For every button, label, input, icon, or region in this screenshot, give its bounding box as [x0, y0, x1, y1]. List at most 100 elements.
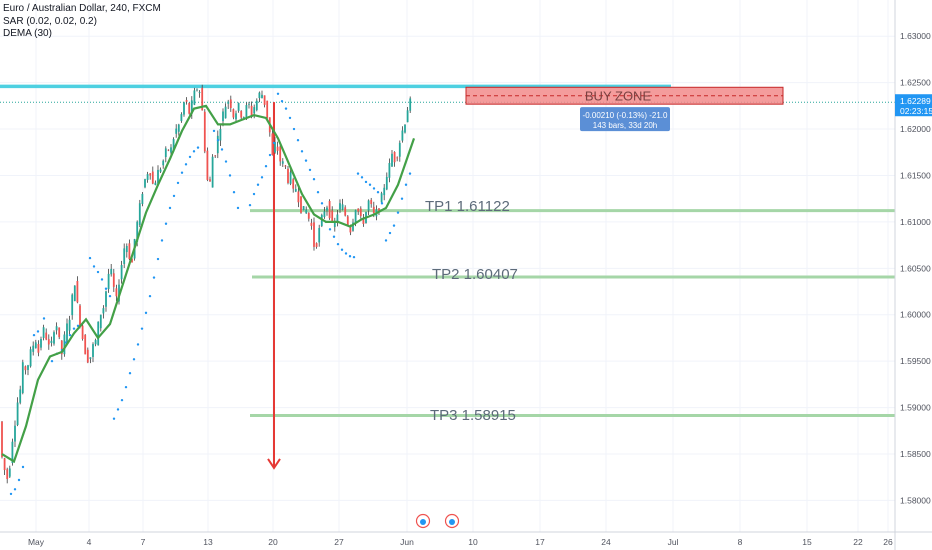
sar-dot [344, 252, 348, 255]
sar-dot [248, 203, 252, 207]
sar-dot [184, 163, 188, 166]
sar-series [9, 92, 412, 496]
candle-body [237, 102, 240, 111]
sar-dot [404, 183, 408, 186]
candle-body [201, 87, 204, 111]
candle-body [385, 176, 388, 190]
candle-body [333, 220, 336, 228]
time-tick-label: 7 [141, 537, 146, 547]
arrow-head [267, 458, 281, 470]
candle-body [253, 107, 256, 114]
sar-dot [128, 372, 132, 375]
sar-dot [304, 159, 308, 162]
sar-dot [164, 222, 168, 225]
time-tick-label: 4 [87, 537, 92, 547]
candle-body [349, 226, 352, 233]
sar-dot [352, 255, 356, 259]
sar-dot [396, 211, 400, 214]
candle-body [313, 222, 315, 247]
candle-body [279, 146, 282, 162]
candle-body [60, 340, 63, 355]
candle-body [162, 160, 165, 166]
legend-dema[interactable]: DEMA (30) [3, 28, 52, 39]
candle-body [328, 201, 331, 219]
time-tick-label: 17 [535, 537, 545, 547]
price-tick-label: 1.59000 [900, 403, 931, 413]
candle-body [222, 111, 224, 122]
candle-body [383, 187, 386, 196]
candle-body [97, 321, 100, 346]
sar-dot [120, 398, 124, 402]
candle-body [378, 208, 380, 212]
sar-dot [384, 239, 388, 242]
candle-body [346, 216, 349, 226]
sar-dot [260, 176, 264, 179]
candle-body [294, 189, 297, 192]
last-price-tag-bg [895, 94, 932, 117]
sar-dot [116, 408, 120, 411]
candle-body [73, 285, 76, 302]
candle-body [261, 94, 263, 99]
sar-dot [268, 153, 272, 157]
candle-body [344, 207, 347, 216]
candle-body [242, 117, 245, 118]
time-tick-label: Jun [400, 537, 414, 547]
candle-body [326, 207, 328, 211]
candle-body [274, 142, 276, 153]
price-axis[interactable]: 1.63000 1.62500 1.62000 1.61500 1.61000 1.605… [894, 0, 932, 550]
candle-body [318, 228, 321, 243]
candle-body [170, 147, 172, 153]
candle-body [276, 146, 279, 151]
dema-line [1, 104, 416, 464]
candle-body [32, 345, 35, 352]
sar-dot [380, 202, 384, 205]
candle-body [86, 349, 89, 363]
candle-body [224, 106, 227, 119]
candle-body [42, 327, 45, 338]
candle-body [206, 150, 209, 180]
candle-body [76, 280, 79, 303]
sar-dot [348, 255, 352, 258]
candle-body [37, 344, 40, 353]
candle-body [287, 168, 289, 183]
chart-legend: Euro / Australian Dollar, 240, FXCM SAR … [3, 3, 161, 41]
candle-body [196, 89, 198, 91]
time-tick-label: 26 [883, 537, 893, 547]
candle-body [258, 92, 261, 99]
sar-dot [256, 183, 260, 186]
sar-dot [92, 265, 96, 268]
legend-sar[interactable]: SAR (0.02, 0.02, 0.2) [3, 15, 97, 27]
candle-body [8, 468, 11, 477]
price-tick-label: 1.59500 [900, 356, 931, 366]
legend-symbol[interactable]: Euro / Australian Dollar, 240, FXCM [3, 3, 161, 14]
candle-body [185, 100, 188, 102]
candle-body [6, 469, 9, 479]
candle-body [216, 135, 219, 154]
candle-body [131, 258, 133, 263]
sar-dot [72, 327, 76, 330]
candle-body [138, 203, 141, 225]
candle-body [107, 273, 110, 290]
candle-body [115, 288, 118, 297]
sar-dot [328, 228, 332, 231]
candle-body [172, 139, 175, 152]
candle-body [11, 441, 14, 463]
time-axis[interactable]: May 4 7 13 20 27 Jun 10 17 24 Jul 8 15 22 26 [0, 531, 932, 547]
sar-dot [264, 164, 268, 168]
candle-body [292, 179, 295, 189]
candle-body [183, 102, 185, 115]
time-tick-label: 10 [468, 537, 478, 547]
candle-body [281, 161, 284, 164]
candle-body [45, 332, 48, 340]
candle-body [120, 264, 123, 280]
candle-body [157, 169, 159, 184]
sar-dot [232, 190, 236, 194]
candle-body [40, 339, 42, 348]
price-tick-label: 1.63000 [900, 31, 931, 41]
candle-body [352, 222, 354, 231]
sar-dot [144, 311, 148, 315]
candle-body [372, 206, 375, 214]
sar-dot [148, 294, 152, 298]
sar-dot [42, 317, 46, 320]
